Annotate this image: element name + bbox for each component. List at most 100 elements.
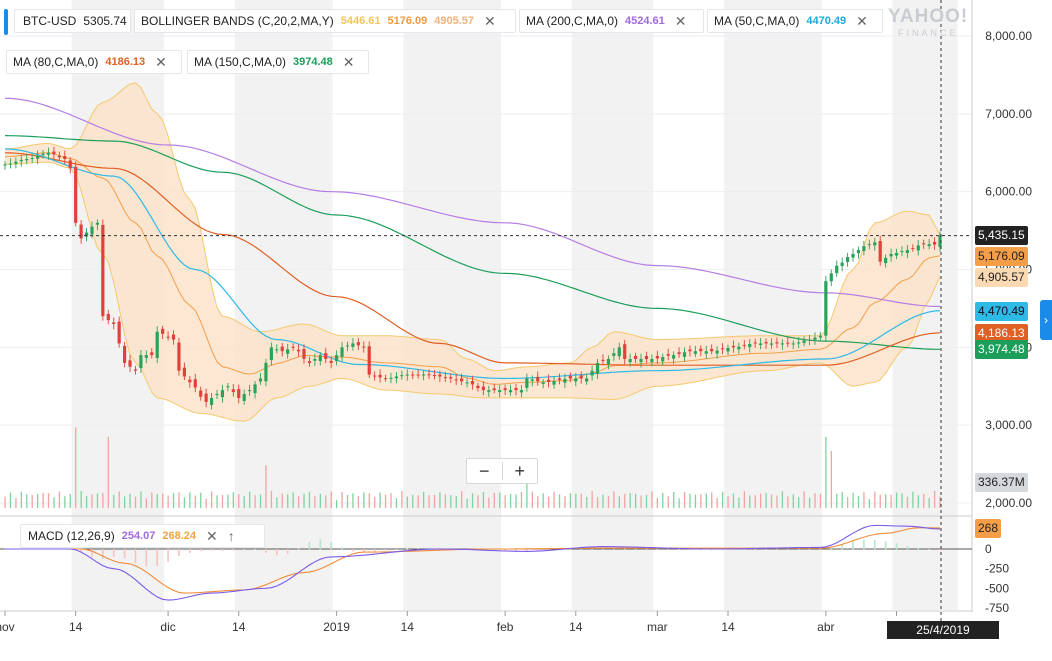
- volume-bar: [694, 494, 697, 508]
- volume-bar: [488, 497, 490, 508]
- time-tick-label: feb: [497, 620, 514, 634]
- candle-body: [541, 382, 545, 384]
- bollinger-pill[interactable]: BOLLINGER BANDS (C,20,2,MA,Y) 5446.61 51…: [134, 9, 516, 33]
- candle-body: [791, 343, 795, 345]
- volume-bar: [852, 492, 854, 508]
- zoom-out-button[interactable]: −: [478, 461, 490, 481]
- symbol-label: BTC-USD: [23, 14, 77, 28]
- close-icon[interactable]: ✕: [484, 12, 496, 29]
- volume-bar: [265, 465, 267, 508]
- volume-bar: [466, 498, 468, 508]
- macd-histogram-bar: [145, 549, 148, 567]
- time-band: [723, 0, 822, 610]
- volume-bar: [640, 495, 642, 508]
- candle-body: [427, 374, 431, 376]
- volume-bar: [330, 491, 332, 508]
- volume-bar: [151, 492, 153, 508]
- candle-body: [8, 163, 13, 165]
- price-tag: 5,435.15: [975, 226, 1028, 245]
- macd-histogram-bar: [362, 549, 365, 553]
- chevron-right-icon[interactable]: ›: [1040, 300, 1052, 340]
- candle-body: [894, 252, 899, 256]
- macd-histogram-bar: [330, 542, 332, 550]
- macd-histogram-bar: [112, 549, 115, 558]
- volume-bar: [53, 497, 55, 508]
- close-icon[interactable]: ✕: [155, 53, 167, 70]
- volume-bar: [85, 496, 88, 508]
- volume-bar: [846, 497, 849, 508]
- volume-bar: [64, 496, 66, 508]
- date-cursor-label: 25/4/2019: [887, 621, 999, 639]
- zoom-in-button[interactable]: +: [514, 461, 525, 481]
- macd-histogram-bar: [754, 549, 756, 550]
- macd-histogram-bar: [341, 547, 343, 550]
- candle-body: [95, 222, 100, 225]
- volume-bar: [390, 493, 392, 508]
- ma50-pill[interactable]: MA (50,C,MA,0) 4470.49 ✕: [707, 9, 883, 33]
- candle-body: [503, 388, 507, 391]
- volume-bar: [526, 474, 528, 508]
- volume-bar: [683, 492, 686, 508]
- candle-body: [405, 374, 409, 376]
- volume-bar: [80, 491, 82, 508]
- candle-body: [856, 250, 861, 254]
- candle-body: [557, 378, 562, 380]
- candle-body: [79, 224, 83, 239]
- candle-body: [786, 342, 790, 344]
- candle-body: [171, 334, 176, 340]
- close-icon[interactable]: ✕: [856, 12, 868, 29]
- macd-histogram-bar: [515, 549, 517, 552]
- candle-body: [775, 342, 779, 344]
- zoom-control: − +: [466, 458, 538, 484]
- candle-body: [759, 343, 763, 345]
- volume-bar: [531, 491, 533, 508]
- candle-body: [628, 359, 632, 363]
- candle-body: [30, 158, 34, 160]
- volume-bar: [727, 496, 729, 508]
- candle-body: [356, 342, 360, 346]
- candle-body: [769, 343, 774, 345]
- volume-bar: [515, 494, 517, 508]
- volume-bar: [384, 494, 387, 508]
- macd-histogram-bar: [776, 548, 778, 550]
- symbol-pill[interactable]: BTC-USD 5305.74: [14, 9, 131, 33]
- macd-histogram-bar: [189, 549, 191, 553]
- candle-body: [237, 389, 241, 398]
- candle-body: [204, 393, 208, 402]
- ma80-pill[interactable]: MA (80,C,MA,0) 4186.13 ✕: [6, 50, 182, 74]
- macd-histogram-bar: [873, 540, 876, 550]
- ma200-pill[interactable]: MA (200,C,MA,0) 4524.61 ✕: [519, 9, 704, 33]
- time-tick-label: dic: [160, 620, 175, 634]
- macd-histogram-bar: [221, 549, 224, 552]
- macd-histogram-bar: [297, 548, 300, 550]
- candle-body: [161, 328, 165, 334]
- candle-body: [438, 374, 442, 377]
- candle-body: [514, 387, 518, 391]
- candle-body: [932, 241, 937, 245]
- price-tick-label: 3,000.00: [985, 418, 1032, 432]
- volume-bar: [379, 492, 381, 508]
- close-icon[interactable]: ✕: [206, 527, 218, 544]
- pin-icon[interactable]: ↑: [227, 528, 235, 544]
- candle-body: [411, 374, 415, 376]
- ma150-pill[interactable]: MA (150,C,MA,0) 3974.48 ✕: [187, 50, 369, 74]
- volume-bar: [895, 492, 898, 508]
- close-icon[interactable]: ✕: [674, 12, 687, 29]
- volume-bar: [841, 491, 843, 508]
- macd-histogram-bar: [91, 549, 93, 557]
- candle-body: [465, 382, 469, 384]
- candle-body: [253, 384, 257, 394]
- close-icon[interactable]: ✕: [342, 53, 355, 70]
- time-band: [571, 0, 654, 610]
- volume-bar: [678, 498, 680, 508]
- candle-body: [688, 349, 692, 352]
- candle-body: [862, 246, 866, 251]
- macd-line: [5, 524, 941, 601]
- macd-histogram-bar: [895, 543, 898, 550]
- volume-bar: [819, 493, 822, 508]
- macd-histogram-bar: [428, 547, 430, 550]
- volume-bar: [667, 496, 669, 508]
- candle-body: [378, 374, 382, 378]
- macd-pill[interactable]: MACD (12,26,9) 254.07 268.24 ✕ ↑: [20, 524, 265, 548]
